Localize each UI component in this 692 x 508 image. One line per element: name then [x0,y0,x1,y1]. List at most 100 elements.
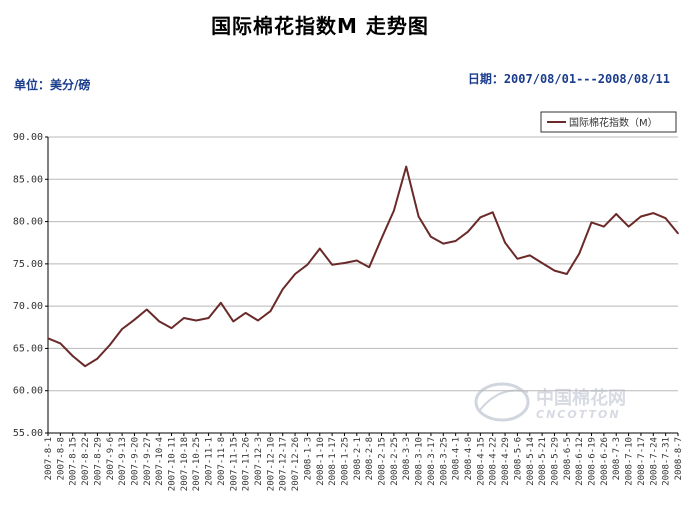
data-point [59,342,62,345]
x-tick-label: 2008-7-17 [637,437,647,486]
data-point [664,217,667,219]
x-tick-label: 2007-8-29 [93,437,103,486]
x-tick-label: 2007-12-10 [266,437,276,491]
x-tick-label: 2007-12-17 [279,437,289,491]
chart-title: 国际棉花指数M 走势图 [211,14,429,38]
data-point [84,365,86,367]
x-tick-label: 2008-2-25 [390,437,400,486]
x-tick-label: 2007-11-8 [217,437,227,486]
x-tick-label: 2007-11-15 [229,437,239,491]
data-point [677,232,679,235]
cncotton-watermark: 中国棉花网 CNCOTTON [474,382,626,422]
x-tick-label: 2008-4-15 [476,437,486,486]
data-point [504,241,506,244]
x-tick-label: 2007-8-22 [81,437,91,486]
x-tick-label: 2008-5-29 [550,437,560,486]
x-tick-label: 2008-1-25 [340,437,350,486]
watermark-text-cn: 中国棉花网 [536,387,626,409]
x-tick-label: 2008-3-17 [427,437,437,486]
y-tick-label: 85.00 [13,174,43,185]
data-point [146,308,148,311]
data-point [578,252,580,255]
legend-box [540,111,677,133]
watermark-logo-icon [474,382,530,422]
x-tick-label: 2008-7-24 [649,437,659,486]
data-point [430,235,432,238]
x-tick-label: 2008-5-6 [513,437,523,480]
x-tick-label: 2008-1-10 [316,437,326,486]
x-tick-label: 2008-2-15 [378,437,388,486]
data-point [603,225,605,228]
data-point [528,254,531,257]
data-point [207,317,210,319]
data-point [195,319,198,322]
x-tick-label: 2008-6-5 [563,437,573,480]
x-tick-label: 2007-12-26 [291,437,301,491]
x-tick-label: 2008-7-10 [625,437,635,486]
data-point [121,328,123,330]
legend-label: 国际棉花指数（M） [569,116,658,129]
data-point [306,263,309,266]
x-tick-label: 2008-4-8 [464,437,474,480]
x-tick-label: 2008-2-8 [365,437,375,480]
data-point [220,301,222,304]
data-point [566,273,568,275]
x-tick-label: 2008-3-3 [402,437,412,480]
watermark-text-en: CNCOTTON [536,408,621,421]
x-tick-label: 2008-1-17 [328,437,338,486]
x-tick-label: 2007-8-1 [44,437,54,480]
legend: 国际棉花指数（M） [540,111,677,133]
data-point [454,240,457,242]
data-point [652,212,655,214]
y-tick-label: 75.00 [13,259,43,270]
data-point [627,225,630,228]
x-tick-label: 2008-3-25 [439,437,449,486]
x-tick-label: 2008-5-14 [526,437,536,486]
data-point [269,310,272,313]
x-tick-label: 2008-4-29 [501,437,511,486]
y-axis: 55.00 60.00 65.00 70.00 75.00 80.00 85.00 90.00 [13,132,49,439]
data-point [516,257,519,260]
data-point [491,211,494,214]
data-point [640,215,642,218]
data-point [331,263,333,266]
x-tick-label: 2008-7-31 [662,437,672,486]
data-point [170,327,173,329]
data-point [368,266,370,269]
data-point [183,317,185,319]
x-tick-label: 2007-10-25 [192,437,202,491]
date-range-label: 日期：2007/08/01---2008/08/11 [467,72,670,86]
x-tick-label: 2007-12-3 [254,437,264,486]
data-point [380,237,383,240]
x-tick-label: 2007-8-8 [56,437,66,480]
x-tick-label: 2007-9-6 [106,437,116,480]
x-tick-label: 2008-4-22 [489,437,499,486]
data-point [294,273,296,275]
data-point [281,288,284,291]
data-point [417,215,420,218]
y-tick-label: 55.00 [13,428,43,439]
x-tick-label: 2007-10-11 [168,437,178,491]
data-point [615,213,618,215]
x-tick-label: 2007-9-13 [118,437,128,486]
data-point [96,357,99,360]
x-tick-label: 2007-9-27 [143,437,153,486]
x-tick-label: 2008-6-26 [600,437,610,486]
y-tick-label: 70.00 [13,301,43,312]
series-layer [47,165,679,368]
data-point [405,165,408,168]
y-tick-label: 90.00 [13,132,43,143]
grid [48,136,678,392]
series-line-0 [47,165,679,368]
data-point [442,242,445,245]
x-tick-label: 2007-11-26 [242,437,252,491]
unit-label: 单位：美分/磅 [14,78,91,92]
x-tick-label: 2008-5-21 [538,437,548,486]
x-tick-label: 2007-11-1 [205,437,215,486]
x-tick-label: 2008-2-1 [353,437,363,480]
data-point [71,355,74,357]
data-point [393,209,395,212]
x-tick-label: 2008-4-1 [452,437,462,480]
x-tick-label: 2007-9-20 [130,437,140,486]
x-axis: 2007-8-1 2007-8-8 2007-8-15 2007-8-22 2007-8… [44,432,684,491]
